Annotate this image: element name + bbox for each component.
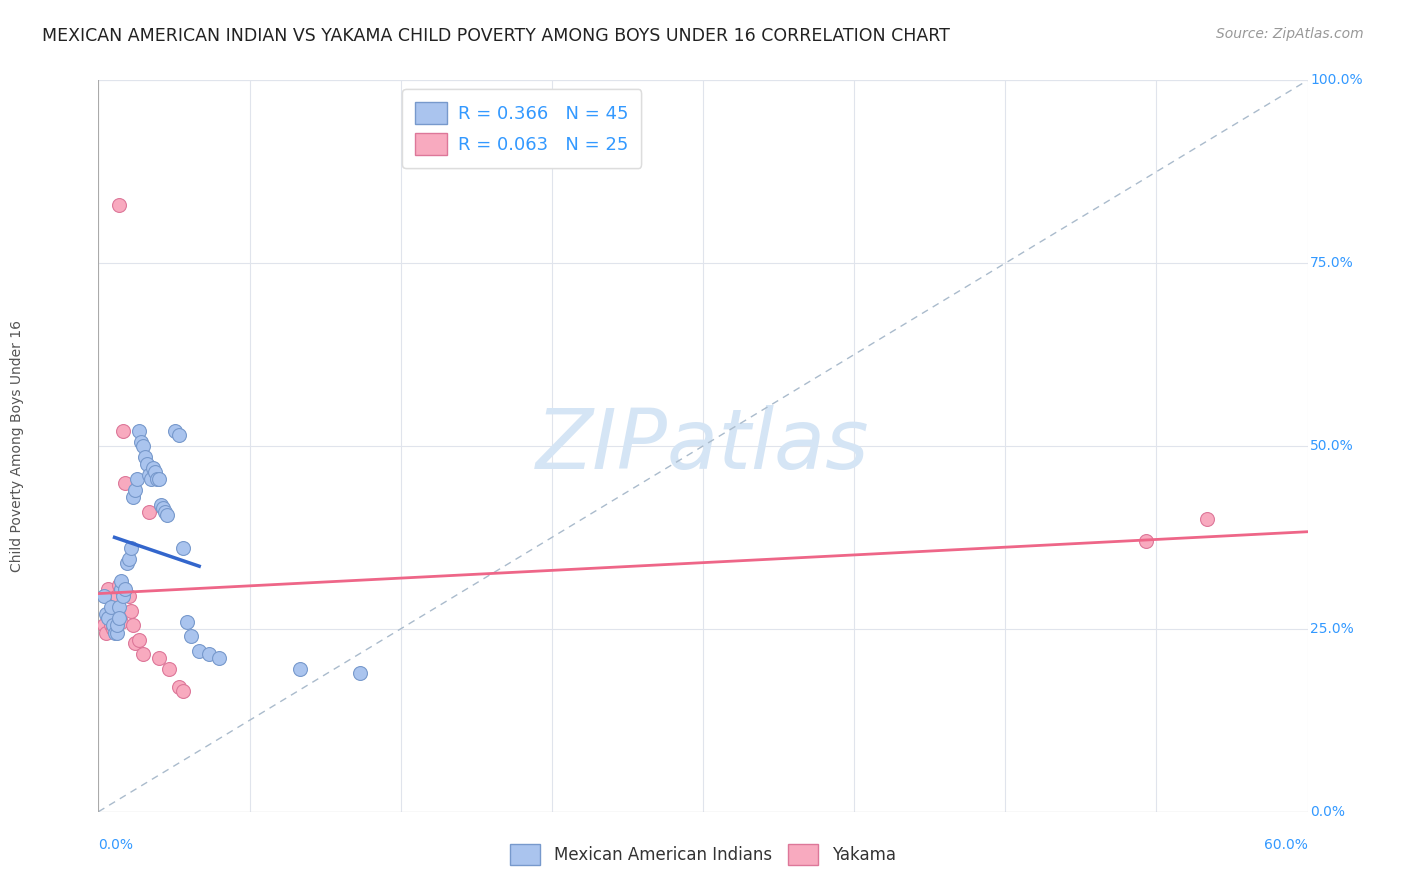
Point — [153, 505, 176, 519]
Point — [146, 472, 169, 486]
Point — [124, 636, 146, 650]
Point — [121, 618, 143, 632]
Point — [97, 611, 120, 625]
Point — [97, 582, 120, 596]
Point — [172, 684, 194, 698]
Legend: R = 0.366   N = 45, R = 0.063   N = 25: R = 0.366 N = 45, R = 0.063 N = 25 — [402, 89, 641, 168]
Point — [103, 625, 125, 640]
Point — [156, 508, 179, 523]
Point — [139, 472, 162, 486]
Point — [143, 465, 166, 479]
Point — [172, 541, 194, 556]
Point — [152, 501, 174, 516]
Point — [163, 425, 186, 439]
Point — [125, 472, 148, 486]
Point — [134, 450, 156, 464]
Point — [118, 552, 141, 566]
Point — [288, 662, 311, 676]
Point — [157, 662, 180, 676]
Point — [176, 615, 198, 629]
Text: 25.0%: 25.0% — [1310, 622, 1354, 636]
Point — [167, 428, 190, 442]
Point — [132, 439, 155, 453]
Point — [114, 582, 136, 596]
Point — [128, 632, 150, 647]
Point — [105, 589, 128, 603]
Point — [100, 599, 122, 614]
Point — [107, 197, 129, 211]
Point — [142, 461, 165, 475]
Point — [114, 475, 136, 490]
Text: 50.0%: 50.0% — [1310, 439, 1354, 453]
Point — [167, 681, 190, 695]
Point — [93, 618, 115, 632]
Point — [101, 622, 124, 636]
Point — [138, 468, 160, 483]
Text: 0.0%: 0.0% — [1310, 805, 1346, 819]
Point — [148, 651, 170, 665]
Point — [105, 625, 128, 640]
Point — [96, 625, 118, 640]
Point — [132, 648, 155, 662]
Point — [1195, 512, 1218, 526]
Point — [96, 607, 118, 622]
Point — [148, 472, 170, 486]
Text: Child Poverty Among Boys Under 16: Child Poverty Among Boys Under 16 — [10, 320, 24, 572]
Text: 100.0%: 100.0% — [1310, 73, 1362, 87]
Point — [188, 644, 211, 658]
Text: MEXICAN AMERICAN INDIAN VS YAKAMA CHILD POVERTY AMONG BOYS UNDER 16 CORRELATION : MEXICAN AMERICAN INDIAN VS YAKAMA CHILD … — [42, 27, 950, 45]
Point — [103, 615, 125, 629]
Point — [101, 618, 124, 632]
Point — [198, 648, 221, 662]
Text: Source: ZipAtlas.com: Source: ZipAtlas.com — [1216, 27, 1364, 41]
Point — [208, 651, 231, 665]
Point — [138, 505, 160, 519]
Legend: Mexican American Indians, Yakama: Mexican American Indians, Yakama — [501, 834, 905, 875]
Point — [107, 599, 129, 614]
Point — [105, 618, 128, 632]
Point — [129, 435, 152, 450]
Point — [115, 556, 138, 570]
Point — [100, 618, 122, 632]
Point — [128, 425, 150, 439]
Text: 75.0%: 75.0% — [1310, 256, 1354, 270]
Text: 0.0%: 0.0% — [98, 838, 134, 853]
Point — [107, 611, 129, 625]
Text: ZIPatlas: ZIPatlas — [536, 406, 870, 486]
Point — [180, 629, 202, 643]
Point — [149, 498, 172, 512]
Point — [111, 589, 134, 603]
Text: 60.0%: 60.0% — [1264, 838, 1308, 853]
Point — [110, 582, 132, 596]
Point — [93, 589, 115, 603]
Point — [120, 541, 142, 556]
Point — [110, 615, 132, 629]
Point — [121, 490, 143, 504]
Point — [120, 603, 142, 617]
Point — [111, 425, 134, 439]
Point — [349, 665, 371, 680]
Point — [124, 483, 146, 497]
Point — [107, 578, 129, 592]
Point — [110, 574, 132, 589]
Point — [118, 589, 141, 603]
Point — [135, 458, 157, 472]
Point — [1135, 534, 1157, 549]
